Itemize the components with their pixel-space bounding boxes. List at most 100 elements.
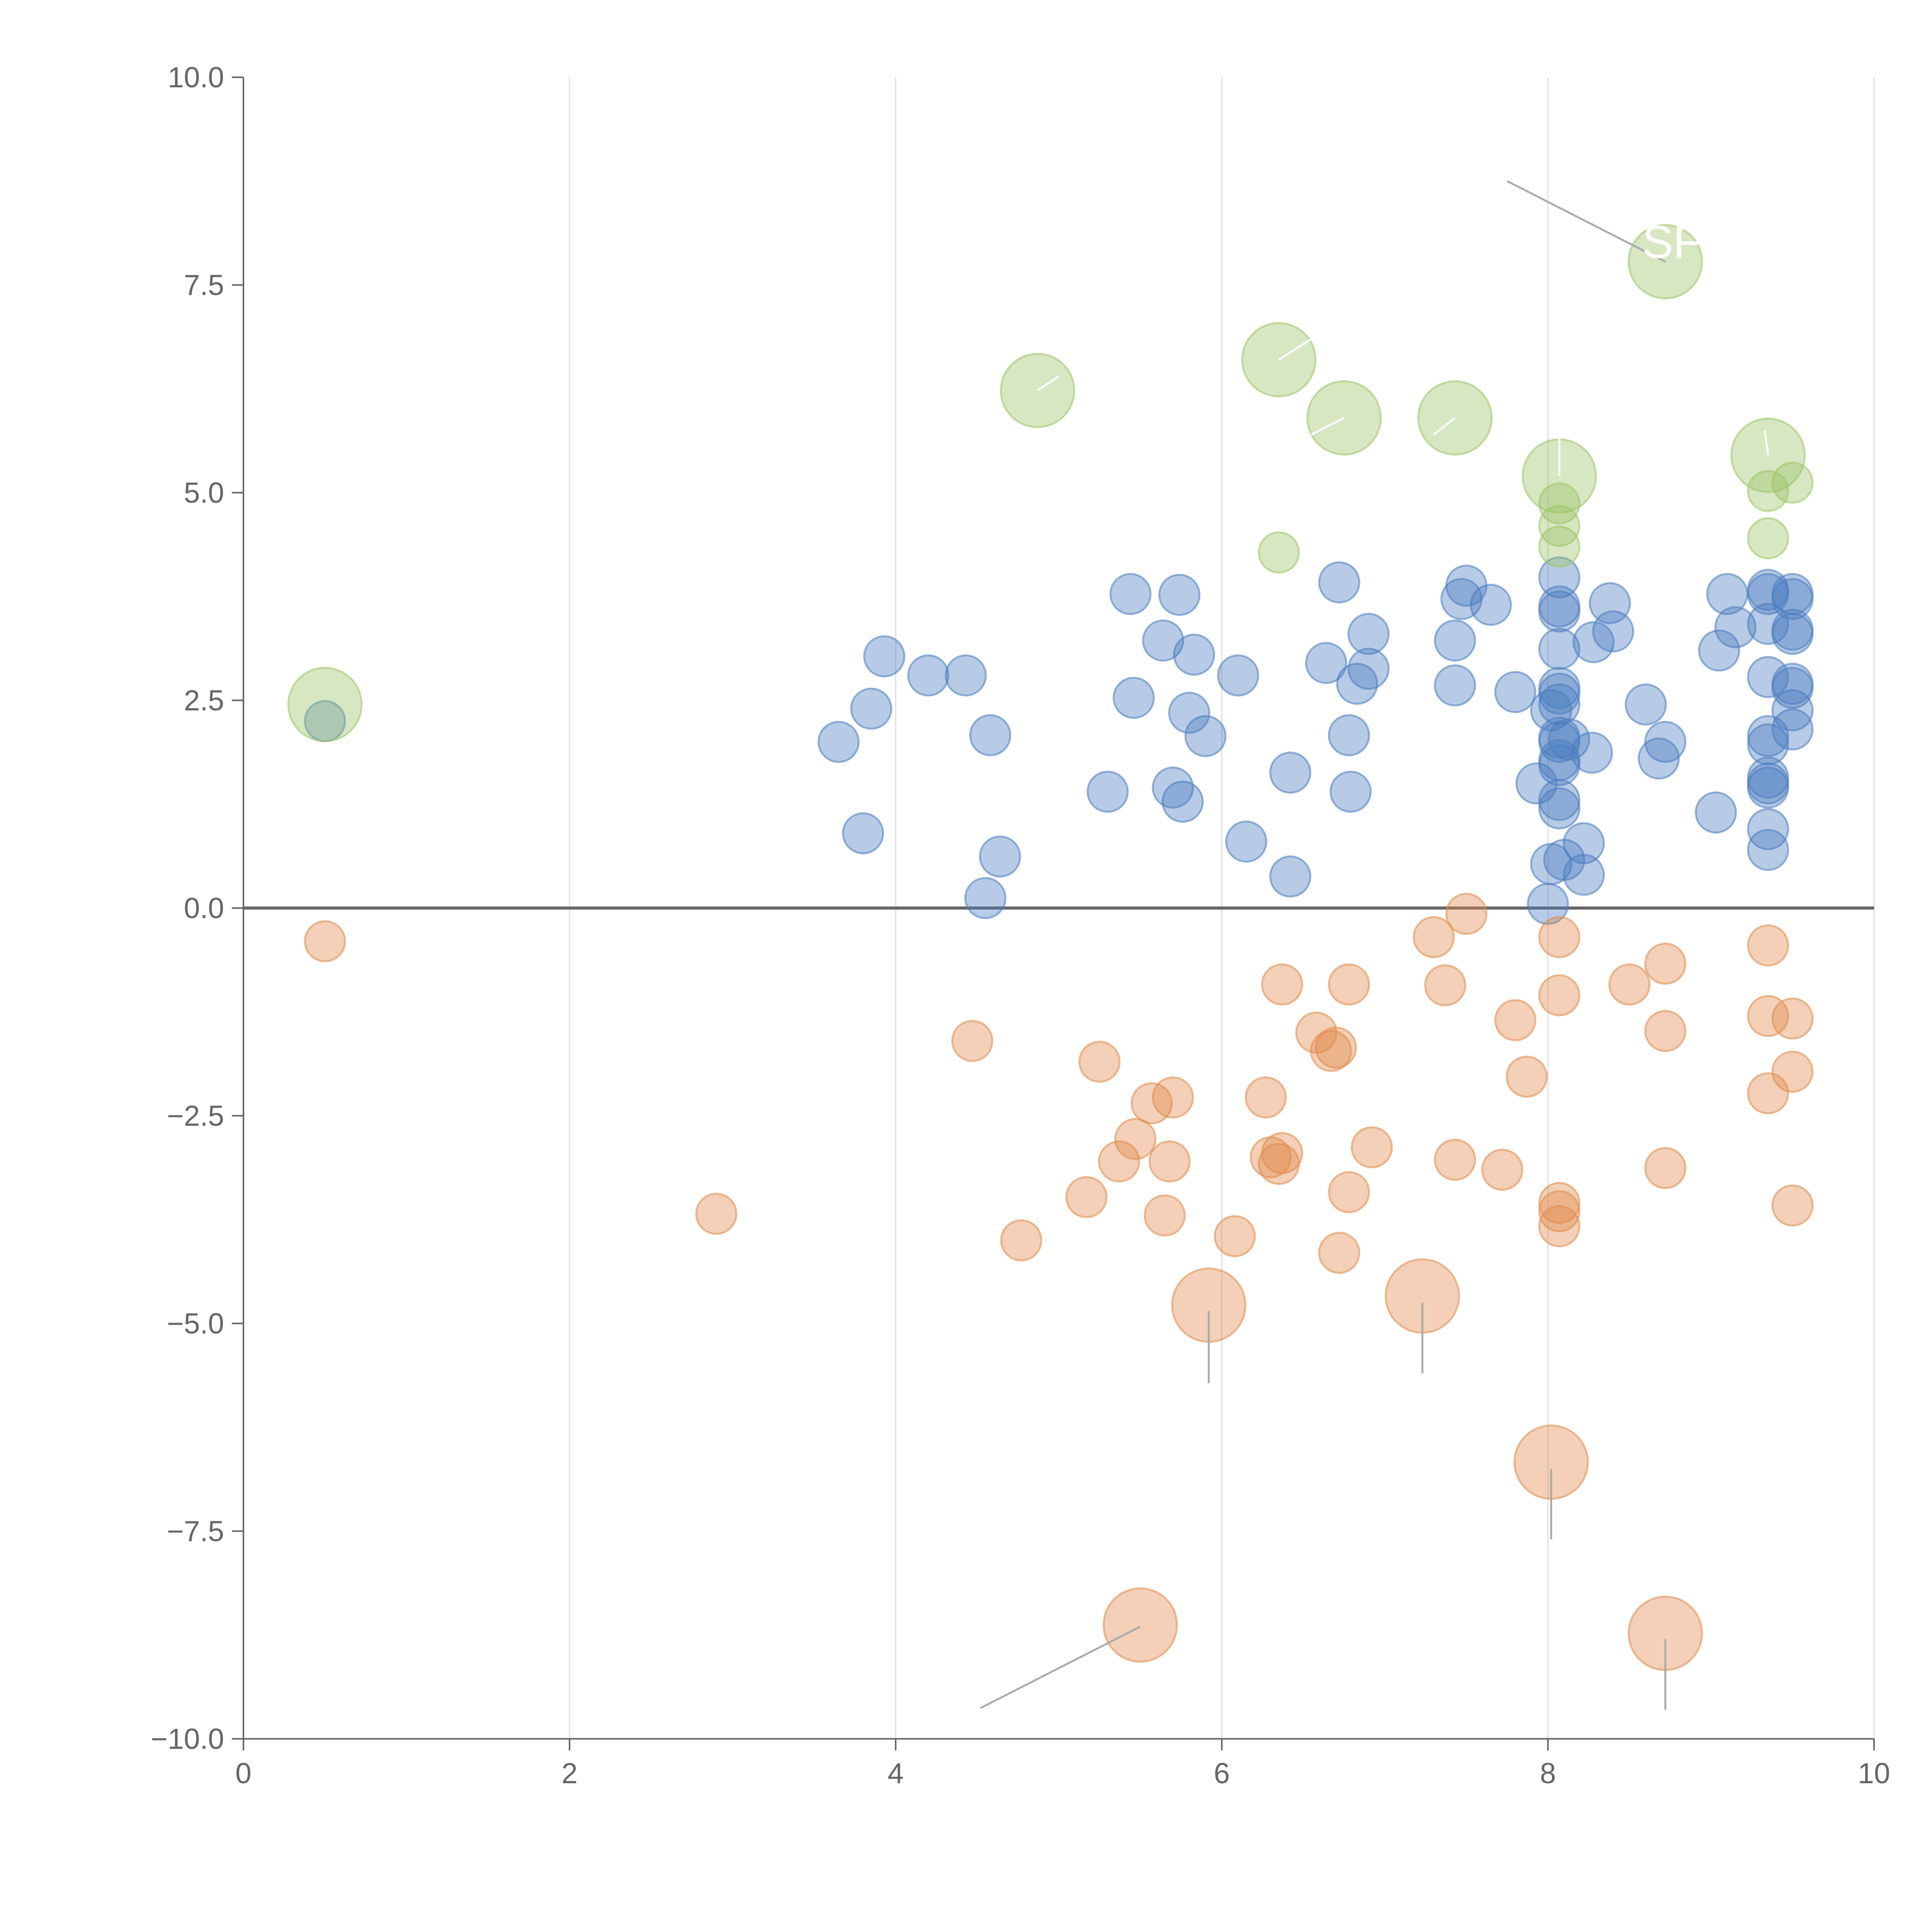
y-tick-label: −10.0 <box>151 1723 224 1755</box>
data-point-positive <box>1538 628 1581 670</box>
data-point-negative <box>1538 1190 1581 1233</box>
data-point-positive <box>1747 756 1789 799</box>
data-point-positive-mid <box>1258 531 1300 574</box>
data-point-positive <box>1538 585 1581 628</box>
data-point-positive <box>1538 739 1581 781</box>
data-point-positive <box>1747 715 1789 757</box>
x-tick-label: 8 <box>1540 1757 1556 1789</box>
x-tick-label: 6 <box>1214 1757 1230 1789</box>
data-point-positive <box>1714 606 1757 648</box>
data-point-positive <box>1328 714 1370 757</box>
data-point-negative <box>1413 916 1455 958</box>
data-point-positive <box>1168 692 1211 734</box>
leader-line <box>1037 375 1060 391</box>
data-point-positive <box>1347 613 1390 655</box>
data-point-positive <box>1538 556 1581 599</box>
leader-line <box>1278 338 1312 361</box>
data-point-negative <box>1114 1118 1156 1160</box>
data-point-positive <box>1269 855 1311 898</box>
data-point-positive <box>964 877 1007 919</box>
data-point-negative <box>1771 1184 1814 1227</box>
data-point-negative <box>1644 942 1687 985</box>
y-tick-label: −2.5 <box>167 1100 224 1132</box>
data-point-negative <box>304 920 346 963</box>
x-tick-label: 4 <box>888 1757 904 1789</box>
data-point-positive <box>1142 619 1184 662</box>
data-point-positive <box>1548 718 1590 761</box>
y-tick-label: 0.0 <box>184 892 224 924</box>
data-point-positive <box>1305 642 1347 684</box>
data-points <box>287 224 1814 1671</box>
annotation-leader-line <box>1507 180 1666 263</box>
data-point-negative <box>1538 974 1581 1017</box>
data-point-positive <box>1698 629 1740 672</box>
data-point-negative <box>1424 964 1466 1007</box>
data-point-negative <box>1494 999 1537 1041</box>
data-point-positive <box>1347 648 1390 690</box>
data-point-positive <box>1184 715 1227 757</box>
data-point-negative <box>1747 924 1789 967</box>
leader-line <box>1764 430 1769 456</box>
data-point-negative <box>1747 1072 1789 1114</box>
data-point-positive <box>979 835 1021 878</box>
data-point-highlight-negative <box>1102 1587 1178 1663</box>
data-point-highlight-positive <box>1000 353 1075 429</box>
data-point-positive-mid <box>1771 461 1814 504</box>
data-point-positive <box>1112 677 1155 719</box>
data-point-negative <box>1538 1205 1581 1247</box>
data-point-negative <box>1505 1055 1548 1098</box>
data-point-negative <box>1328 963 1370 1006</box>
data-point-positive <box>1572 621 1615 663</box>
data-point-negative <box>1318 1231 1361 1274</box>
data-point-negative <box>1148 1140 1191 1183</box>
data-point-negative <box>1098 1140 1140 1183</box>
data-point-positive <box>817 721 860 763</box>
axes: 0 2 4 6 8 10 10.0 7.5 5.0 2.5 0.0 −2.5 −5.0 −7.5 −10.0 <box>151 61 1890 1789</box>
data-point-positive <box>1747 808 1789 850</box>
y-tick-label: 5.0 <box>184 476 224 509</box>
data-point-negative <box>1538 916 1581 958</box>
data-point-positive <box>1538 667 1581 709</box>
data-point-positive <box>1318 561 1361 604</box>
data-point-negative <box>1434 1138 1476 1181</box>
data-point-negative <box>1771 1051 1814 1093</box>
data-point-negative <box>1065 1176 1108 1218</box>
data-point-negative <box>1771 997 1814 1040</box>
data-point-positive-mid <box>1747 517 1789 560</box>
data-point-positive <box>1329 770 1372 813</box>
data-point-positive <box>1109 573 1152 615</box>
leader-line <box>1433 417 1456 435</box>
data-point-negative <box>1214 1215 1256 1257</box>
data-point-positive <box>1644 721 1687 763</box>
data-point-negative <box>1151 1076 1194 1119</box>
data-point-positive <box>1771 663 1814 705</box>
data-point-negative <box>1328 1171 1370 1213</box>
data-point-negative <box>1747 995 1789 1037</box>
x-tick-label: 10 <box>1858 1757 1890 1789</box>
data-point-positive <box>1494 671 1537 713</box>
data-point-highlight-positive <box>287 667 363 742</box>
x-tick-label: 2 <box>561 1757 578 1789</box>
y-tick-label: 2.5 <box>184 684 224 717</box>
data-point-negative <box>1350 1126 1393 1168</box>
data-point-positive <box>1638 737 1680 780</box>
annotation-label: SF <box>1642 216 1701 268</box>
data-point-positive <box>1217 654 1259 697</box>
data-point-positive <box>850 687 893 730</box>
data-point-positive <box>907 654 949 697</box>
data-point-positive <box>1695 791 1737 834</box>
data-point-negative <box>1078 1041 1121 1083</box>
leader-line <box>1311 417 1345 435</box>
x-tick-label: 0 <box>235 1757 252 1789</box>
data-point-positive <box>969 714 1012 757</box>
data-point-positive <box>1162 781 1204 823</box>
data-point-positive-mid <box>1538 482 1581 525</box>
data-point-negative <box>1261 1132 1303 1174</box>
data-point-positive <box>1771 609 1814 651</box>
data-point-positive <box>842 812 884 854</box>
data-point-positive <box>1469 583 1512 626</box>
data-point-negative <box>1000 1219 1043 1262</box>
data-point-positive <box>1158 573 1201 616</box>
